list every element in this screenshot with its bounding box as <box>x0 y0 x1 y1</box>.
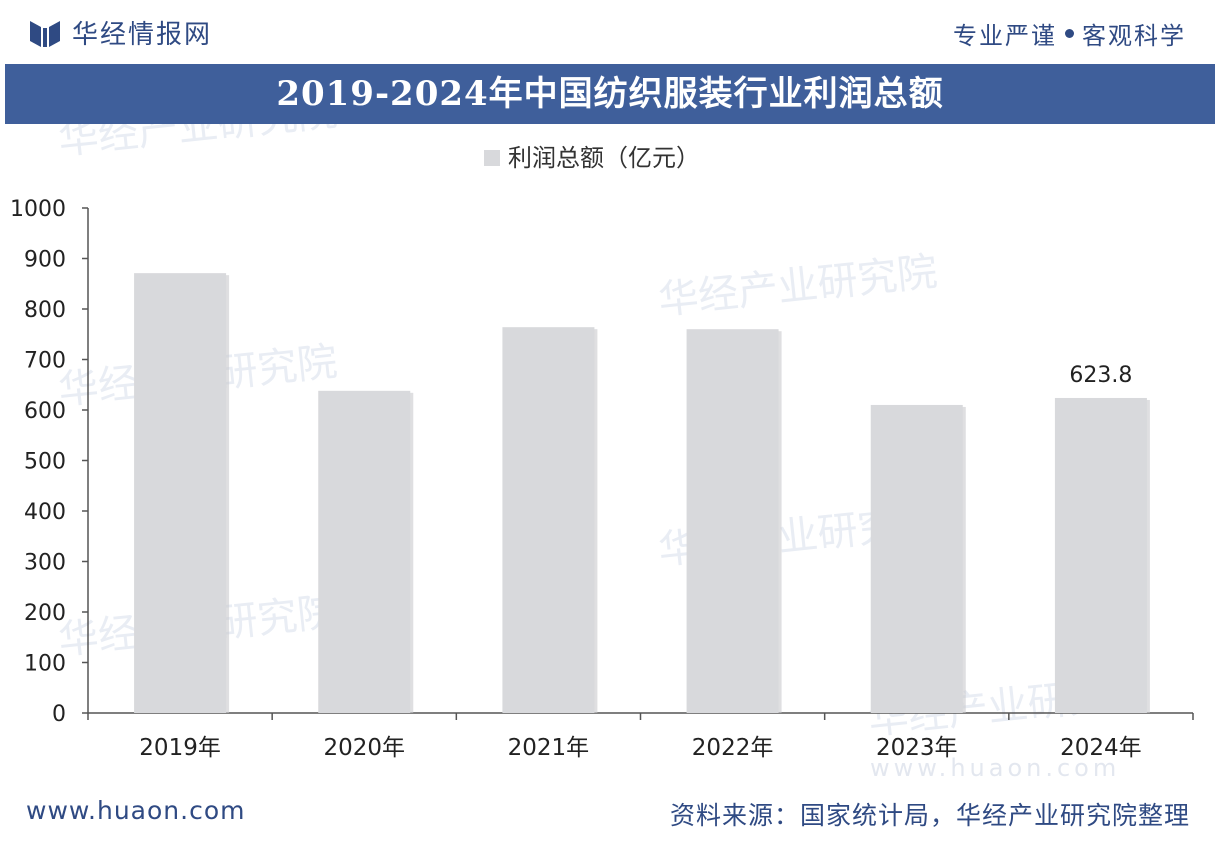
legend-label: 利润总额（亿元） <box>508 144 700 172</box>
bar <box>870 404 963 713</box>
top-bar: 华经情报网 专业严谨 客观科学 <box>0 0 1220 62</box>
footer: www.huaon.com 资料来源：国家统计局，华经产业研究院整理 <box>0 784 1220 848</box>
x-tick-label: 2023年 <box>876 735 958 761</box>
bar-chart: 华经产业研究院华经产业研究院华经产业研究院华经产业研究院华经产业研究院华经产业研… <box>10 124 1194 782</box>
y-tick-label: 800 <box>24 298 66 323</box>
bar <box>686 329 779 713</box>
brand-name: 华经情报网 <box>72 20 213 50</box>
footer-url[interactable]: www.huaon.com <box>26 796 246 825</box>
x-tick-label: 2022年 <box>692 735 774 761</box>
brand: 华经情报网 <box>30 14 212 51</box>
x-tick-label: 2024年 <box>1060 735 1142 761</box>
slogan-left: 专业严谨 <box>953 22 1057 50</box>
y-tick-label: 1000 <box>10 197 66 222</box>
bar <box>134 273 227 713</box>
footer-source: 资料来源：国家统计局，华经产业研究院整理 <box>669 801 1190 830</box>
y-tick-label: 100 <box>24 652 66 677</box>
watermark-text: 华经产业研究院 <box>656 249 939 324</box>
y-tick-label: 900 <box>24 248 66 273</box>
watermark-url: www.huaon.com <box>870 754 1120 782</box>
y-tick-label: 700 <box>24 349 66 374</box>
bar <box>502 327 595 713</box>
y-tick-label: 0 <box>52 702 66 727</box>
y-tick-label: 500 <box>24 450 66 475</box>
slogan-dot-icon <box>1065 29 1074 38</box>
chart-title: 2019-2024年中国纺织服装行业利润总额 <box>5 64 1215 124</box>
slogan: 专业严谨 客观科学 <box>953 16 1186 51</box>
y-tick-label: 300 <box>24 551 66 576</box>
bar <box>1054 397 1147 713</box>
x-tick-label: 2020年 <box>323 735 405 761</box>
y-tick-label: 400 <box>24 500 66 525</box>
slogan-right: 客观科学 <box>1082 22 1186 50</box>
brand-logo-icon <box>30 20 60 47</box>
bar <box>318 390 411 713</box>
x-tick-label: 2021年 <box>508 735 590 761</box>
x-tick-label: 2019年 <box>139 735 221 761</box>
data-label: 623.8 <box>1069 363 1132 388</box>
watermark-text: 华经产业研究院 <box>56 124 339 164</box>
legend-swatch <box>484 150 500 166</box>
y-tick-label: 200 <box>24 601 66 626</box>
y-tick-label: 600 <box>24 399 66 424</box>
